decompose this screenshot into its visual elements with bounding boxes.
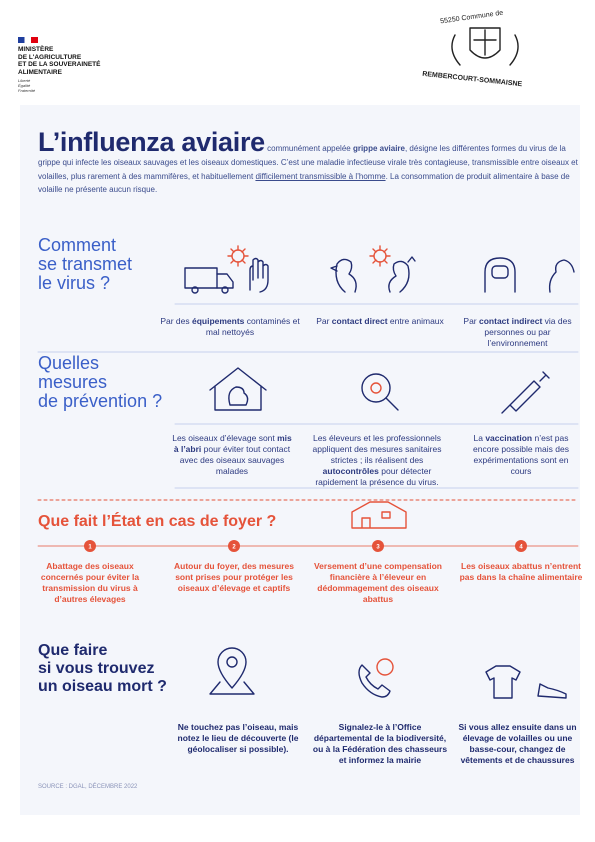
- intro-text: communément appelée: [267, 144, 353, 153]
- step-caption: Les oiseaux abattus n’entrent pas dans l…: [459, 561, 583, 582]
- flag: [18, 37, 38, 43]
- heading-line: de prévention ?: [38, 391, 163, 411]
- stamp-crest: [451, 27, 519, 66]
- caption: Par des équipements contaminés et mal ne…: [155, 316, 305, 338]
- source: SOURCE : DGAL, DÉCEMBRE 2022: [38, 784, 138, 790]
- caption-text: entre animaux: [387, 316, 444, 326]
- poster-background: [20, 105, 580, 815]
- caption-bold: contact indirect: [479, 316, 543, 326]
- motto-line: Liberté: [18, 78, 31, 83]
- ministry-line: ALIMENTAIRE: [18, 68, 62, 76]
- icon-phone: [358, 658, 394, 698]
- section-heading: Quelles mesures de prévention ?: [38, 354, 162, 411]
- caption: Signalez-le à l’Office départemental de …: [312, 722, 448, 765]
- heading-line: mesures: [38, 372, 108, 392]
- section-heading: Comment se transmet le virus ?: [38, 236, 132, 293]
- caption-text: n’est pas encore possible mais des expér…: [473, 433, 569, 476]
- icon-syringe: [501, 371, 550, 414]
- intro-text: , désigne les différentes formes du viru…: [38, 144, 578, 181]
- heading-line: un oiseau mort ?: [38, 678, 167, 695]
- ministry-line: DE L'AGRICULTURE: [18, 53, 82, 61]
- title: L’influenza aviaire: [38, 127, 265, 157]
- caption-text: Par: [316, 316, 332, 326]
- ministry-line: ET DE LA SOUVERAINETÉ: [18, 61, 101, 68]
- heading-line: Que faire: [38, 642, 108, 659]
- step-number: 2: [232, 545, 236, 551]
- icon-clothes: [485, 665, 567, 699]
- icon-shelter: [209, 367, 267, 411]
- step-dot: [372, 540, 384, 552]
- motto: Liberté Égalité Fraternité: [18, 78, 58, 93]
- caption: Ne touchez pas l’oiseau, mais notez le l…: [177, 722, 299, 754]
- step-caption: Versement d’une compensation financière …: [313, 561, 442, 604]
- caption-text: via des personnes ou par l’environnement: [484, 316, 572, 348]
- caption-bold: mis à l’abri: [173, 433, 292, 454]
- step-dot: [515, 540, 527, 552]
- step-number: 1: [88, 545, 92, 551]
- section-heading: Que faire si vous trouvez un oiseau mort…: [38, 642, 167, 696]
- caption: La vaccination n’est pas encore possible…: [465, 433, 577, 477]
- ministry: MINISTÈRE DE L'AGRICULTURE ET DE LA SOUV…: [18, 46, 138, 76]
- caption-bold: autocontrôles: [322, 466, 379, 476]
- icon-birds: [330, 256, 416, 293]
- ministry-line: MINISTÈRE: [18, 46, 54, 53]
- caption-text: Les éleveurs et les professionnels appli…: [312, 433, 442, 465]
- step-caption: Abattage des oiseaux concernés pour évit…: [40, 561, 140, 604]
- icon-location: [209, 647, 255, 695]
- heading-line: le virus ?: [38, 273, 111, 293]
- icon-person: [484, 257, 575, 293]
- caption-bold: vaccination: [485, 433, 533, 443]
- caption-text: Par: [463, 316, 479, 326]
- caption-text: La: [473, 433, 486, 443]
- step-caption: Autour du foyer, des mesures sont prises…: [174, 561, 294, 593]
- icon-farm: [351, 501, 407, 529]
- heading-line: si vous trouvez: [38, 660, 155, 677]
- caption-text: pour éviter tout contact avec des oiseau…: [179, 444, 291, 476]
- step-dot: [228, 540, 240, 552]
- heading-line: Comment: [38, 235, 117, 255]
- icon-equipment: [184, 257, 269, 294]
- caption-text: contaminés et mal nettoyés: [205, 316, 300, 337]
- caption: Par contact indirect via des personnes o…: [455, 316, 580, 349]
- virus: [227, 245, 391, 267]
- motto-line: Fraternité: [18, 88, 36, 93]
- caption-text: pour détecter rapidement la présence du …: [315, 466, 439, 487]
- intro-text: . La consommation de produit alimentaire…: [38, 171, 570, 195]
- caption: Si vous allez ensuite dans un élevage de…: [458, 722, 577, 765]
- caption: Les oiseaux d’élevage sont mis à l’abri …: [172, 433, 292, 477]
- heading-line: se transmet: [38, 254, 133, 274]
- caption-bold: équipements: [191, 316, 245, 326]
- icon-inspection: [361, 373, 399, 411]
- step-dot: [84, 540, 96, 552]
- caption-text: Par des: [160, 316, 192, 326]
- intro: L’influenza aviaire communément appelée …: [38, 128, 583, 197]
- intro-underline: difficilement transmissible à l’homme: [255, 171, 386, 181]
- step-markers: 1 2 3 4: [84, 540, 527, 552]
- caption: Les éleveurs et les professionnels appli…: [302, 433, 452, 488]
- step-number: 3: [376, 545, 380, 551]
- caption-text: Les oiseaux d’élevage sont: [172, 433, 278, 443]
- intro-bold: grippe aviaire: [352, 144, 405, 153]
- motto-line: Égalité: [18, 83, 31, 88]
- caption-bold: contact direct: [331, 316, 388, 326]
- caption: Par contact direct entre animaux: [305, 316, 455, 327]
- heading-line: Quelles: [38, 353, 100, 373]
- section-heading: Que fait l’État en cas de foyer ?: [38, 513, 277, 530]
- step-number: 4: [519, 545, 523, 551]
